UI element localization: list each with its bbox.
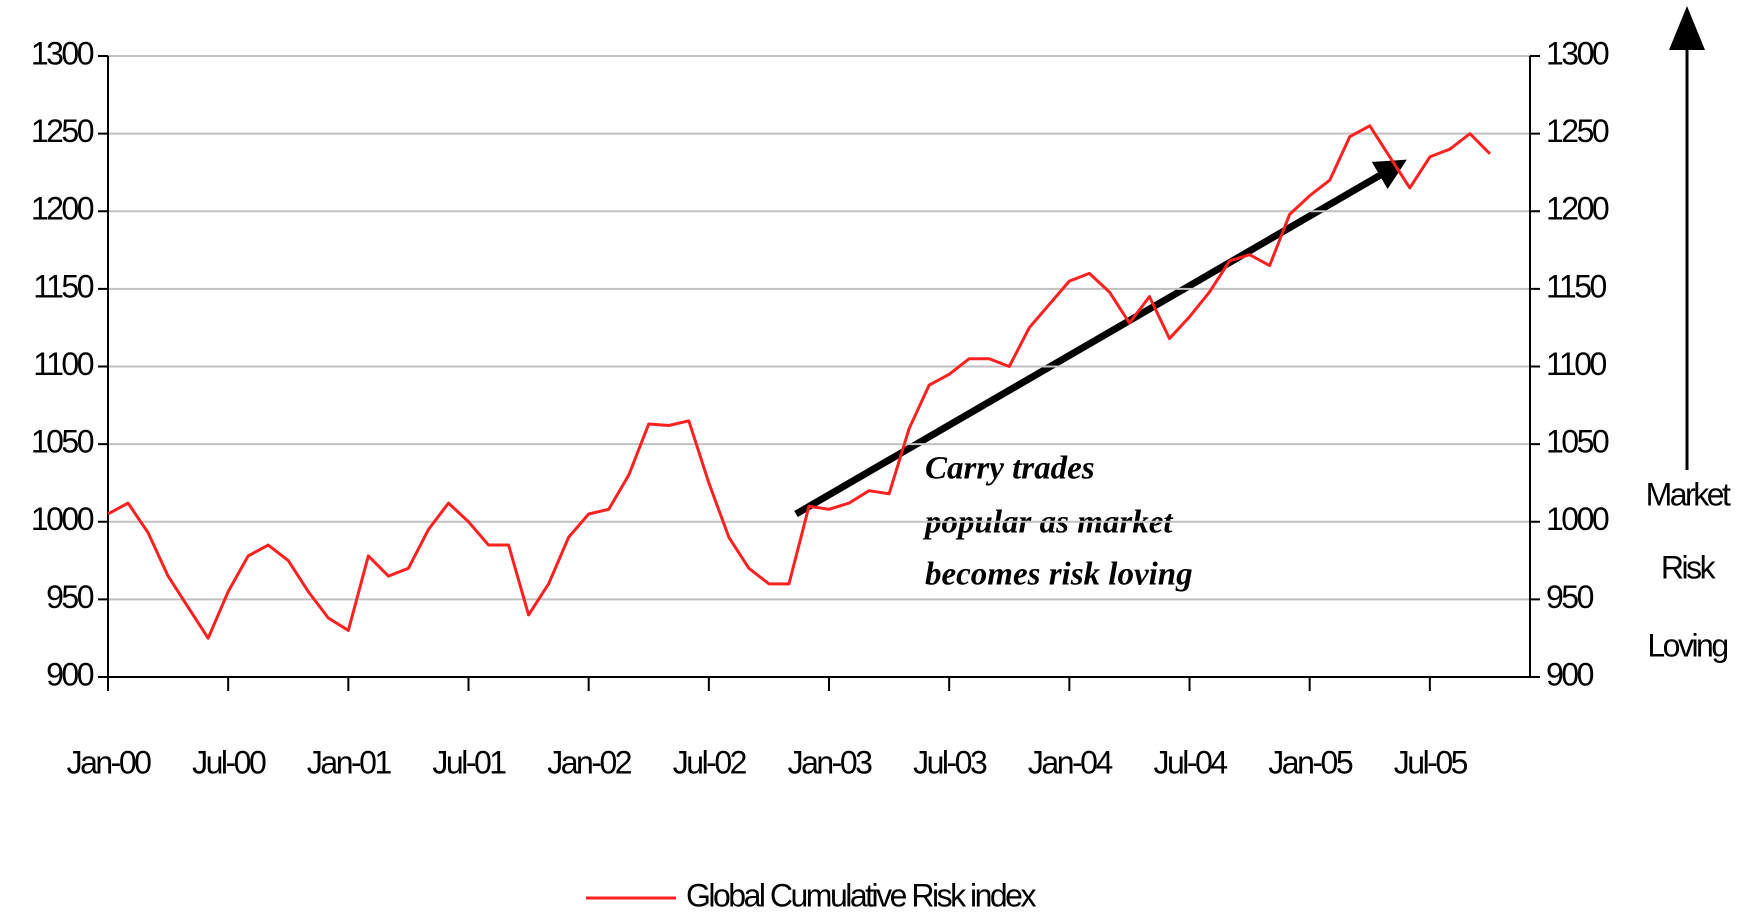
x-tick-label: Jan-04 xyxy=(1028,744,1113,780)
x-tick-label: Jan-02 xyxy=(547,744,632,780)
y2-tick-label: 1300 xyxy=(1546,35,1609,71)
y2-tick-label: 1050 xyxy=(1546,424,1609,460)
y-tick-label: 1300 xyxy=(31,35,94,71)
x-tick-label: Jan-03 xyxy=(788,744,873,780)
y-tick-label: 1000 xyxy=(31,501,94,537)
y2-annotation: Risk xyxy=(1661,549,1717,585)
y2-tick-label: 1150 xyxy=(1546,268,1607,304)
x-tick-label: Jan-01 xyxy=(307,744,392,780)
series-line xyxy=(107,124,1492,640)
y2-annotation: Loving xyxy=(1647,627,1727,663)
y-tick-label: 1100 xyxy=(33,346,94,382)
y2-tick-label: 950 xyxy=(1546,579,1594,615)
x-tick-label: Jul-02 xyxy=(673,744,747,780)
y-tick-label: 1050 xyxy=(31,424,94,460)
x-tick-label: Jan-00 xyxy=(67,744,152,780)
annotation: Carry trades xyxy=(925,451,1095,487)
x-tick-label: Jul-01 xyxy=(432,744,506,780)
x-tick-label: Jul-00 xyxy=(192,744,266,780)
x-tick-label: Jul-05 xyxy=(1394,744,1468,780)
y2-tick-label: 1100 xyxy=(1546,346,1607,382)
y-tick-label: 1250 xyxy=(31,113,94,149)
y2-tick-label: 1200 xyxy=(1546,191,1609,227)
annotation: becomes risk loving xyxy=(925,557,1193,593)
y-tick-label: 1200 xyxy=(31,191,94,227)
y2-tick-label: 900 xyxy=(1546,656,1594,692)
y2-tick-label: 1000 xyxy=(1546,501,1609,537)
y-tick-label: 1150 xyxy=(33,268,94,304)
y2-tick-label: 1250 xyxy=(1546,113,1609,149)
trend-arrow xyxy=(794,159,1407,518)
y-tick-label: 900 xyxy=(46,656,94,692)
y-tick-label: 950 xyxy=(46,579,94,615)
y2-annotation: Market xyxy=(1646,476,1731,512)
up-arrow-head xyxy=(1669,6,1705,50)
x-tick-label: Jul-04 xyxy=(1153,744,1227,780)
x-tick-label: Jul-03 xyxy=(913,744,987,780)
x-tick-label: Jan-05 xyxy=(1268,744,1353,780)
legend-label: Global Cumulative Risk index xyxy=(686,877,1036,913)
